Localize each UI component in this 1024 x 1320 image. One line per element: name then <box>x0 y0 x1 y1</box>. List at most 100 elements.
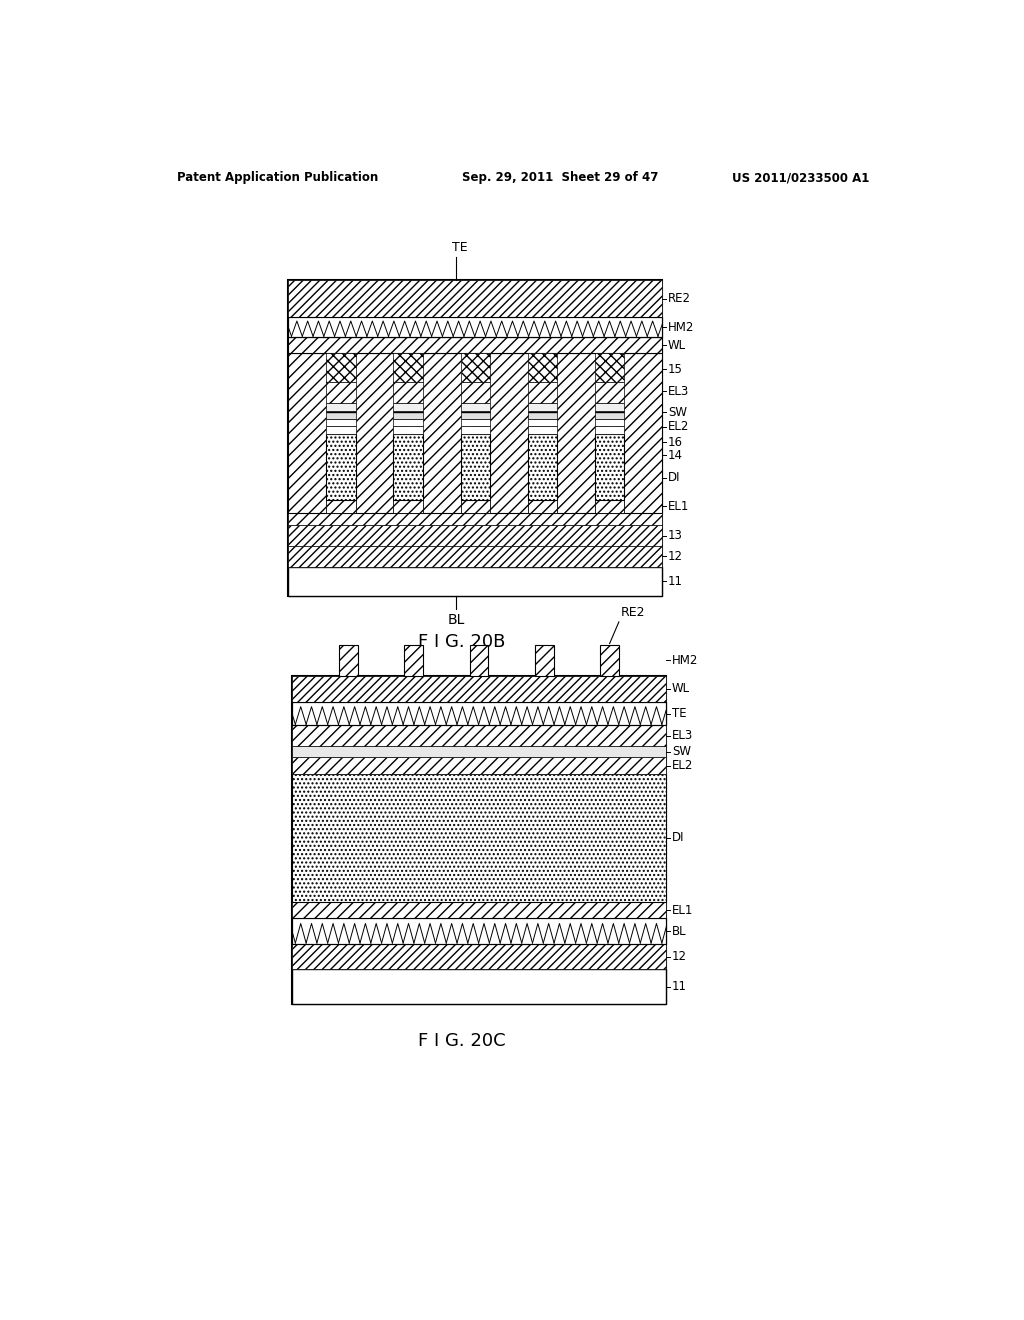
Bar <box>393 418 423 426</box>
Text: EL2: EL2 <box>672 759 693 772</box>
Bar <box>327 404 355 411</box>
Bar <box>327 426 355 434</box>
Bar <box>289 317 662 337</box>
Text: WL: WL <box>668 339 686 351</box>
Bar <box>292 758 666 774</box>
Text: RE2: RE2 <box>668 292 691 305</box>
Bar <box>289 280 662 317</box>
Bar <box>327 354 355 381</box>
Text: BL: BL <box>447 614 465 627</box>
Text: EL3: EL3 <box>672 729 693 742</box>
Bar <box>393 354 423 381</box>
Bar <box>292 903 666 919</box>
Bar <box>292 676 666 1003</box>
Text: TE: TE <box>672 708 686 721</box>
Bar <box>527 381 557 404</box>
Bar <box>289 317 662 337</box>
Bar <box>393 381 423 404</box>
Bar <box>461 354 489 381</box>
Bar <box>339 645 357 676</box>
Bar <box>292 774 666 903</box>
Text: 15: 15 <box>668 363 683 376</box>
Bar <box>595 381 624 404</box>
Bar <box>595 354 624 381</box>
Text: 14: 14 <box>668 449 683 462</box>
Bar <box>461 418 489 426</box>
Text: F I G. 20C: F I G. 20C <box>418 1032 506 1049</box>
Bar <box>292 702 666 725</box>
Bar <box>289 546 662 566</box>
Bar <box>527 404 557 411</box>
Bar <box>527 354 557 381</box>
Text: 11: 11 <box>672 979 687 993</box>
Text: WL: WL <box>672 682 690 696</box>
Bar <box>292 676 666 702</box>
Bar <box>595 404 624 411</box>
Text: HM2: HM2 <box>668 321 694 334</box>
Bar <box>393 411 423 418</box>
Bar <box>595 434 624 500</box>
Text: EL1: EL1 <box>672 904 693 917</box>
Text: 12: 12 <box>668 550 683 564</box>
Text: DI: DI <box>668 471 681 484</box>
Bar <box>393 426 423 434</box>
Bar <box>536 645 554 676</box>
Bar <box>461 411 489 418</box>
Bar <box>292 919 666 944</box>
Bar <box>404 645 423 676</box>
Bar <box>327 418 355 426</box>
Bar <box>292 969 666 1003</box>
Bar <box>393 404 423 411</box>
Bar <box>393 500 423 512</box>
Bar <box>527 418 557 426</box>
Text: BL: BL <box>672 924 686 937</box>
Bar <box>292 702 666 725</box>
Bar <box>289 354 662 512</box>
Text: DI: DI <box>672 832 684 845</box>
Bar <box>327 381 355 404</box>
Bar <box>595 418 624 426</box>
Bar <box>461 426 489 434</box>
Bar <box>527 500 557 512</box>
Text: 16: 16 <box>668 436 683 449</box>
Bar <box>595 411 624 418</box>
Text: 11: 11 <box>668 574 683 587</box>
Bar <box>595 426 624 434</box>
Bar <box>327 411 355 418</box>
Bar <box>393 434 423 500</box>
Text: EL2: EL2 <box>668 420 689 433</box>
Bar <box>289 280 662 595</box>
Text: SW: SW <box>668 405 687 418</box>
Bar <box>527 426 557 434</box>
Text: EL1: EL1 <box>668 500 689 512</box>
Bar <box>461 434 489 500</box>
Text: 13: 13 <box>668 529 683 543</box>
Bar <box>289 337 662 354</box>
Bar <box>527 411 557 418</box>
Bar <box>461 500 489 512</box>
Text: US 2011/0233500 A1: US 2011/0233500 A1 <box>732 172 869 185</box>
Bar <box>292 725 666 746</box>
Text: Patent Application Publication: Patent Application Publication <box>177 172 378 185</box>
Text: TE: TE <box>452 240 467 253</box>
Text: F I G. 20B: F I G. 20B <box>418 634 506 651</box>
Text: RE2: RE2 <box>621 606 645 619</box>
Bar <box>527 434 557 500</box>
Bar <box>292 919 666 944</box>
Text: 12: 12 <box>672 950 687 964</box>
Bar <box>289 512 662 525</box>
Text: EL3: EL3 <box>668 385 689 397</box>
Bar <box>600 645 618 676</box>
Bar <box>461 404 489 411</box>
Bar <box>292 746 666 758</box>
Bar <box>327 500 355 512</box>
Bar <box>470 645 488 676</box>
Text: SW: SW <box>672 746 691 758</box>
Bar <box>461 381 489 404</box>
Bar <box>289 525 662 546</box>
Bar <box>595 500 624 512</box>
Bar <box>289 566 662 595</box>
Bar <box>292 944 666 969</box>
Text: HM2: HM2 <box>672 653 698 667</box>
Text: Sep. 29, 2011  Sheet 29 of 47: Sep. 29, 2011 Sheet 29 of 47 <box>462 172 658 185</box>
